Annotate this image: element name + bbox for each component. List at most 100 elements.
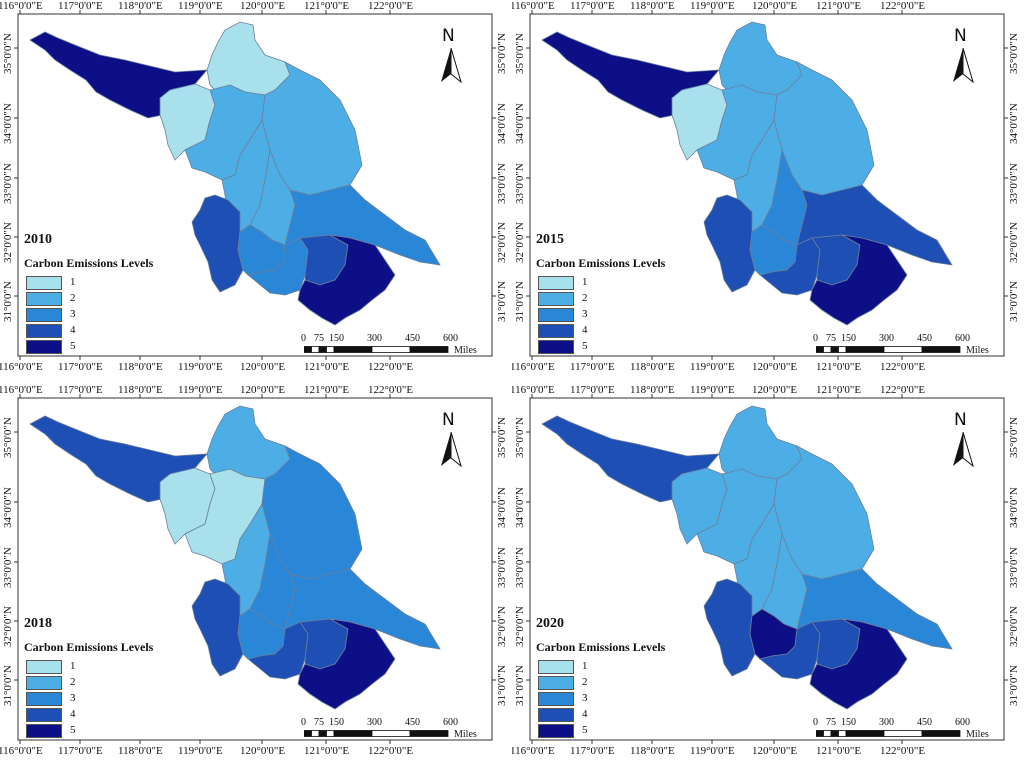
longitude-label: 121°0'0"E <box>304 745 350 757</box>
north-label: N <box>442 410 455 430</box>
latitude-label: 33°0'0"N <box>1008 163 1020 204</box>
legend-swatch <box>26 692 62 706</box>
region-suzhou <box>809 618 908 710</box>
scale-units: Miles <box>966 729 989 740</box>
longitude-label: 120°0'0"E <box>752 745 798 757</box>
latitude-label: 31°0'0"N <box>1008 281 1020 322</box>
latitude-label: 35°0'0"N <box>1008 33 1020 74</box>
legend-title: Carbon Emissions Levels <box>536 640 666 654</box>
legend-label: 3 <box>582 308 588 320</box>
latitude-label: 33°0'0"N <box>496 547 508 588</box>
latitude-label: 35°0'0"N <box>514 33 526 74</box>
legend-swatch <box>538 708 574 722</box>
map-frame <box>529 13 1005 357</box>
legend-label: 4 <box>582 324 588 336</box>
longitude-label: 120°0'0"E <box>240 384 286 396</box>
longitude-label: 119°0'0"E <box>178 384 223 396</box>
scale-tick-label: 450 <box>917 333 932 344</box>
scale-bar-graphic <box>304 346 449 353</box>
year-label: 2010 <box>24 232 52 247</box>
longitude-label: 121°0'0"E <box>304 361 350 373</box>
legend-label: 2 <box>582 676 588 688</box>
latitude-label: 34°0'0"N <box>1008 103 1020 144</box>
north-label: N <box>954 26 967 46</box>
legend-label: 3 <box>582 692 588 704</box>
legend-swatch <box>538 692 574 706</box>
map-panel-2020: 116°0'0"E 116°0'0"E 117°0'0"E 117°0'0"E 118°… <box>512 384 1024 768</box>
longitude-label: 118°0'0"E <box>630 361 675 373</box>
scale-tick-label: 300 <box>879 717 894 728</box>
latitude-label: 34°0'0"N <box>2 103 14 144</box>
region-lianyungang <box>718 21 803 96</box>
scale-bar: 0 75 150 300 450 600 Miles <box>813 717 1004 741</box>
scale-tick-label: 600 <box>955 333 970 344</box>
longitude-label: 116°0'0"E <box>0 745 43 757</box>
latitude-label: 35°0'0"N <box>1008 417 1020 458</box>
map-canvas <box>526 394 1008 744</box>
north-arrow-icon <box>953 48 974 84</box>
longitude-label: 117°0'0"E <box>58 384 103 396</box>
legend-label: 2 <box>582 292 588 304</box>
legend-swatch <box>538 660 574 674</box>
longitude-label: 116°0'0"E <box>512 745 555 757</box>
latitude-label: 32°0'0"N <box>1008 606 1020 647</box>
scale-tick-label: 450 <box>917 717 932 728</box>
scale-tick-label: 600 <box>955 717 970 728</box>
legend-title: Carbon Emissions Levels <box>24 256 154 270</box>
legend-swatch <box>538 676 574 690</box>
longitude-label: 119°0'0"E <box>690 0 735 12</box>
north-label: N <box>954 410 967 430</box>
north-arrow-icon <box>441 432 462 468</box>
scale-tick-label: 300 <box>367 333 382 344</box>
scale-tick-label: 75 <box>314 717 324 728</box>
year-label: 2020 <box>536 616 564 631</box>
map-frame <box>17 13 493 357</box>
legend-swatch <box>538 724 574 738</box>
longitude-label: 121°0'0"E <box>816 384 862 396</box>
longitude-label: 121°0'0"E <box>816 361 862 373</box>
latitude-label: 31°0'0"N <box>2 281 14 322</box>
scale-tick-label: 0 <box>813 333 818 344</box>
longitude-label: 121°0'0"E <box>304 384 350 396</box>
longitude-label: 122°0'0"E <box>880 0 926 12</box>
longitude-label: 119°0'0"E <box>178 745 223 757</box>
longitude-label: 120°0'0"E <box>240 0 286 12</box>
map-frame <box>529 397 1005 741</box>
legend-swatch <box>538 324 574 338</box>
scale-units: Miles <box>454 345 477 356</box>
latitude-label: 33°0'0"N <box>514 547 526 588</box>
longitude-label: 122°0'0"E <box>880 745 926 757</box>
legend-label: 1 <box>582 276 588 288</box>
map-panel-2018: 116°0'0"E 116°0'0"E 117°0'0"E 117°0'0"E 118°… <box>0 384 512 768</box>
legend-swatch <box>538 308 574 322</box>
longitude-label: 119°0'0"E <box>178 0 223 12</box>
scale-tick-label: 150 <box>841 333 856 344</box>
longitude-label: 119°0'0"E <box>178 361 223 373</box>
longitude-label: 120°0'0"E <box>752 384 798 396</box>
region-lianyungang <box>206 21 291 96</box>
scale-tick-label: 450 <box>405 717 420 728</box>
longitude-label: 117°0'0"E <box>58 361 103 373</box>
legend-swatch <box>26 324 62 338</box>
legend-swatch <box>26 292 62 306</box>
scale-bar-graphic <box>816 346 961 353</box>
legend-label: 3 <box>70 692 76 704</box>
province-regions <box>541 21 953 326</box>
scale-bar: 0 75 150 300 450 600 Miles <box>301 333 492 357</box>
longitude-label: 118°0'0"E <box>118 0 163 12</box>
legend-label: 4 <box>70 324 76 336</box>
longitude-label: 117°0'0"E <box>570 745 615 757</box>
region-nanjing <box>703 578 756 677</box>
longitude-label: 117°0'0"E <box>570 361 615 373</box>
year-label: 2018 <box>24 616 52 631</box>
scale-tick-label: 0 <box>813 717 818 728</box>
scale-tick-label: 75 <box>314 333 324 344</box>
longitude-label: 120°0'0"E <box>240 745 286 757</box>
longitude-label: 120°0'0"E <box>240 361 286 373</box>
longitude-label: 117°0'0"E <box>570 0 615 12</box>
latitude-label: 32°0'0"N <box>496 222 508 263</box>
longitude-label: 118°0'0"E <box>118 361 163 373</box>
legend-label: 2 <box>70 292 76 304</box>
scale-units: Miles <box>966 345 989 356</box>
legend-label: 1 <box>70 276 76 288</box>
